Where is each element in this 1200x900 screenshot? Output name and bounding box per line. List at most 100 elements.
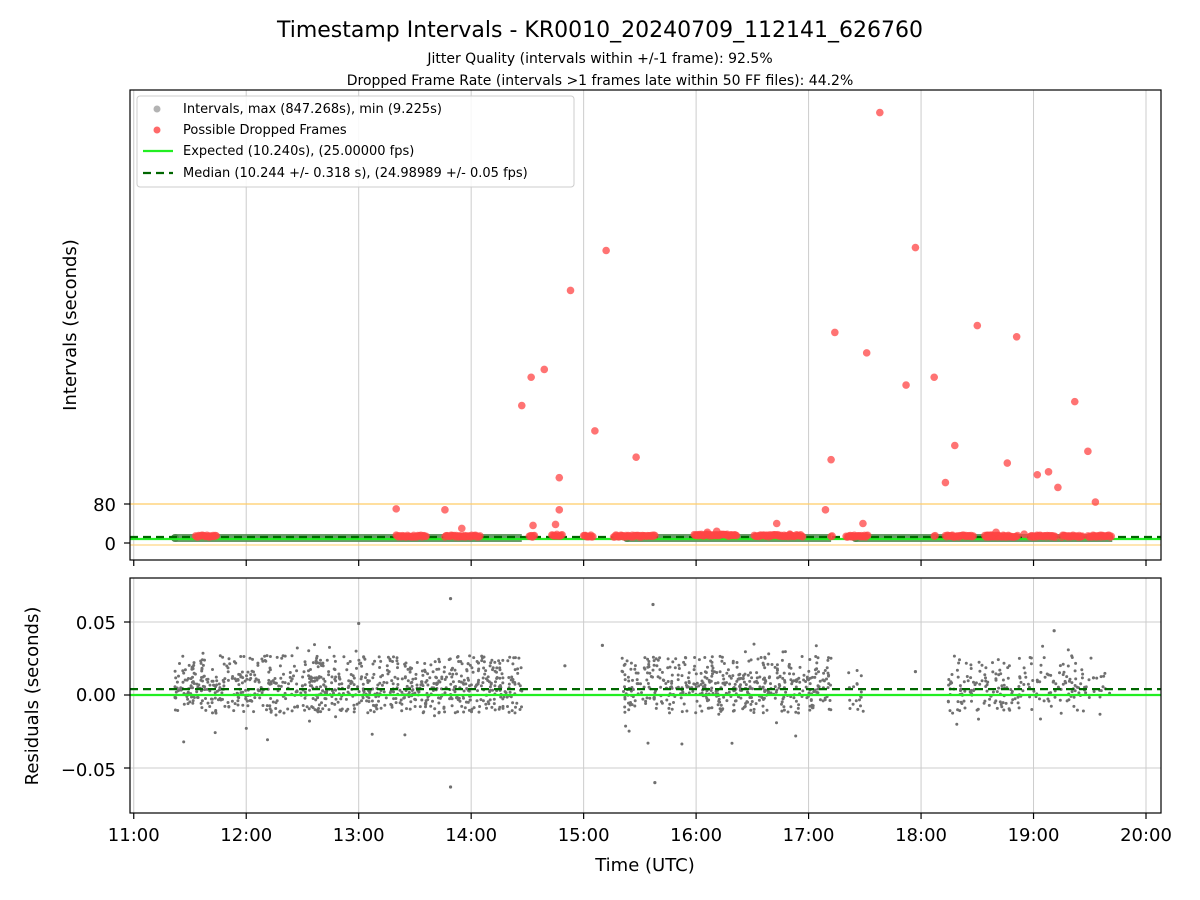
residual-point-0-394 bbox=[256, 661, 260, 665]
residual-point-0-731 bbox=[380, 683, 384, 687]
residual-point-0-96 bbox=[367, 700, 371, 703]
residual-point-0-803 bbox=[477, 667, 481, 671]
residual-point-3-229 bbox=[1087, 696, 1091, 699]
residual-point-0-721 bbox=[253, 696, 257, 700]
residual-point-0-310 bbox=[206, 680, 210, 684]
residual-point-0-57 bbox=[317, 703, 321, 707]
residual-point-0-219 bbox=[480, 656, 484, 660]
residual-point-3-165 bbox=[997, 686, 1001, 690]
legend-label-expected: Expected (10.240s), (25.00000 fps) bbox=[183, 144, 414, 159]
residual-point-1-123 bbox=[655, 664, 659, 668]
residual-point-0-694 bbox=[268, 668, 272, 672]
residual-point-1-183 bbox=[784, 690, 788, 694]
residual-point-1-14 bbox=[717, 712, 721, 716]
residual-point-0-261 bbox=[295, 646, 299, 650]
residual-point-3-81 bbox=[1089, 656, 1093, 660]
residual-point-1-462 bbox=[825, 666, 829, 670]
residual-point-1-351 bbox=[798, 680, 802, 684]
x-tick-label-1900: 19:00 bbox=[1008, 825, 1060, 846]
residual-point-0-311 bbox=[448, 672, 452, 676]
residual-point-1-481 bbox=[623, 685, 626, 689]
residual-point-0-292 bbox=[497, 659, 501, 663]
residual-point-0-198 bbox=[400, 677, 404, 681]
residual-point-0-687 bbox=[215, 679, 219, 683]
residual-point-0-795 bbox=[176, 709, 180, 712]
residual-point-3-188 bbox=[969, 688, 973, 692]
residual-point-0-322 bbox=[448, 657, 452, 661]
residual-point-1-412 bbox=[646, 682, 650, 685]
residual-point-1-513 bbox=[644, 699, 648, 703]
residual-point-0-287 bbox=[488, 685, 492, 689]
residual-point-1-1 bbox=[814, 655, 818, 658]
residual-point-0-889 bbox=[317, 707, 320, 710]
residual-point-3-126 bbox=[1039, 663, 1043, 667]
dropped-frame-point-c8-47 bbox=[798, 532, 807, 541]
residual-point-1-21 bbox=[623, 678, 627, 682]
residual-outlier-0 bbox=[448, 597, 453, 601]
dropped-frame-point-32 bbox=[821, 506, 830, 514]
residual-point-0-569 bbox=[451, 680, 455, 684]
residual-point-0-458 bbox=[378, 666, 382, 669]
residual-point-0-612 bbox=[327, 708, 331, 712]
residual-point-3-143 bbox=[1098, 695, 1102, 699]
residual-point-0-35 bbox=[218, 654, 222, 658]
residual-point-0-107 bbox=[313, 643, 316, 647]
residual-point-0-832 bbox=[203, 658, 206, 662]
residual-point-1-399 bbox=[685, 709, 689, 713]
residual-point-3-209 bbox=[1073, 689, 1077, 693]
residual-point-0-708 bbox=[392, 655, 395, 659]
x-tick-labels: 11:00 12:00 13:00 14:00 15:00 16:00 17:0… bbox=[108, 825, 1172, 846]
residual-point-2-0 bbox=[851, 702, 855, 706]
residual-point-1-122 bbox=[780, 709, 784, 713]
residual-point-1-41 bbox=[780, 658, 784, 662]
residual-point-0-697 bbox=[443, 678, 447, 681]
residual-point-3-221 bbox=[1002, 708, 1006, 712]
residual-point-1-411 bbox=[725, 681, 728, 685]
residual-point-0-523 bbox=[510, 675, 514, 679]
residual-point-0-143 bbox=[181, 669, 185, 673]
residual-point-1-373 bbox=[814, 644, 818, 648]
residual-point-3-109 bbox=[1042, 656, 1046, 660]
residual-point-1-131 bbox=[783, 679, 787, 682]
residual-point-0-543 bbox=[428, 676, 432, 680]
residual-point-0-762 bbox=[290, 709, 294, 713]
residual-point-3-158 bbox=[956, 675, 960, 679]
residual-point-0-375 bbox=[199, 661, 203, 665]
residual-point-0-719 bbox=[395, 656, 399, 660]
dropped-frame-point-11 bbox=[876, 108, 884, 117]
residual-point-3-88 bbox=[1031, 679, 1035, 682]
residual-point-0-835 bbox=[307, 669, 310, 673]
dropped-frame-point-6 bbox=[602, 246, 610, 255]
residual-point-0-705 bbox=[333, 688, 337, 692]
residual-point-0-546 bbox=[237, 672, 241, 676]
residual-point-0-243 bbox=[265, 708, 268, 712]
residual-point-0-532 bbox=[388, 691, 392, 695]
residual-point-1-162 bbox=[654, 706, 658, 710]
residual-point-0-529 bbox=[453, 685, 456, 689]
residual-point-0-662 bbox=[182, 740, 186, 744]
residual-point-3-95 bbox=[1049, 691, 1053, 695]
residual-point-0-666 bbox=[214, 685, 218, 689]
dropped-frame-point-3 bbox=[555, 473, 564, 482]
residual-point-0-857 bbox=[230, 676, 234, 680]
residual-point-1-341 bbox=[796, 706, 800, 710]
residual-point-0-347 bbox=[266, 738, 269, 742]
residual-point-0-101 bbox=[382, 690, 386, 694]
residual-point-0-277 bbox=[364, 676, 367, 680]
residual-point-0-409 bbox=[410, 684, 414, 688]
residual-point-1-158 bbox=[827, 656, 830, 660]
residual-point-0-197 bbox=[241, 703, 245, 707]
residual-point-3-78 bbox=[952, 654, 956, 658]
residual-point-1-220 bbox=[827, 682, 831, 686]
residual-point-0-886 bbox=[355, 702, 359, 706]
residual-point-1-342 bbox=[816, 684, 820, 688]
residual-point-0-402 bbox=[281, 680, 285, 684]
residual-point-0-308 bbox=[507, 682, 511, 686]
dropped-frame-point-c1-29 bbox=[422, 532, 430, 541]
residual-point-0-416 bbox=[330, 675, 334, 679]
residual-point-1-483 bbox=[721, 681, 725, 685]
residual-point-0-864 bbox=[303, 660, 307, 664]
x-tick-label-1800: 18:00 bbox=[895, 825, 947, 846]
residual-point-0-748 bbox=[511, 678, 515, 682]
residual-point-0-155 bbox=[222, 684, 226, 688]
